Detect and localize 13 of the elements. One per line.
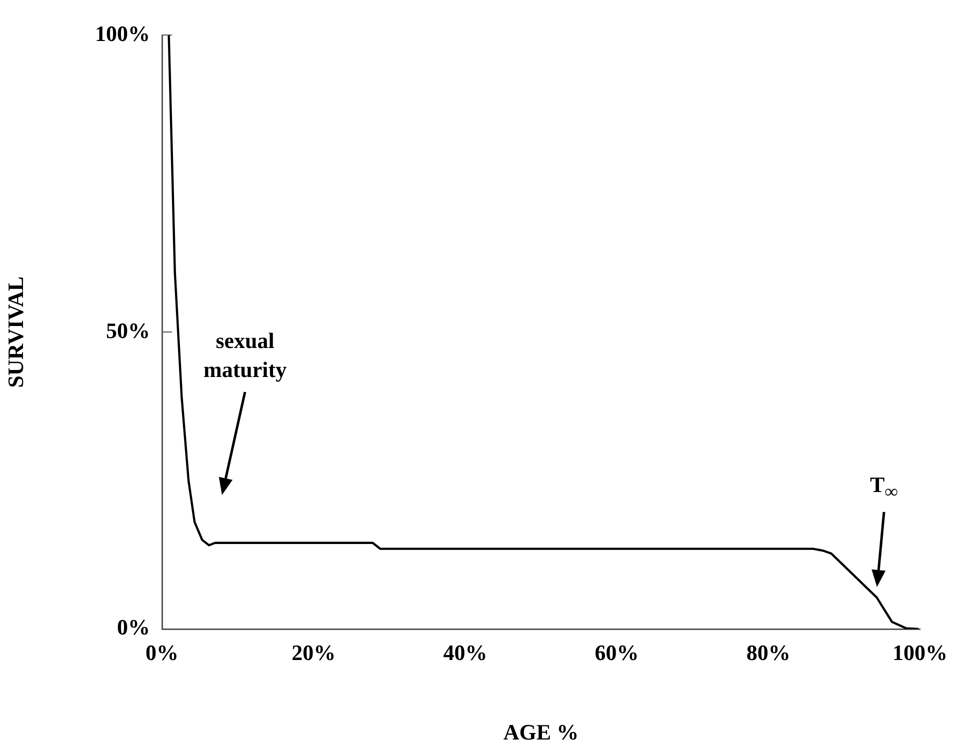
x-tick-label: 100%	[892, 640, 948, 665]
x-axis-title: AGE %	[503, 719, 579, 744]
annotation: sexual maturity	[204, 327, 287, 384]
x-tick-label: 0%	[146, 640, 178, 665]
x-tick-label: 20%	[292, 640, 336, 665]
y-axis-title: SURVIVAL	[2, 276, 28, 388]
x-tick-label: 60%	[594, 640, 639, 665]
y-tick-label: 0%	[117, 614, 150, 640]
y-tick-label: 100%	[95, 20, 150, 46]
annotation: T$_{∞}$	[870, 471, 898, 504]
x-tick-label: 40%	[443, 640, 488, 665]
y-tick-label: 50%	[106, 318, 150, 343]
x-tick-label: 80%	[746, 640, 790, 665]
